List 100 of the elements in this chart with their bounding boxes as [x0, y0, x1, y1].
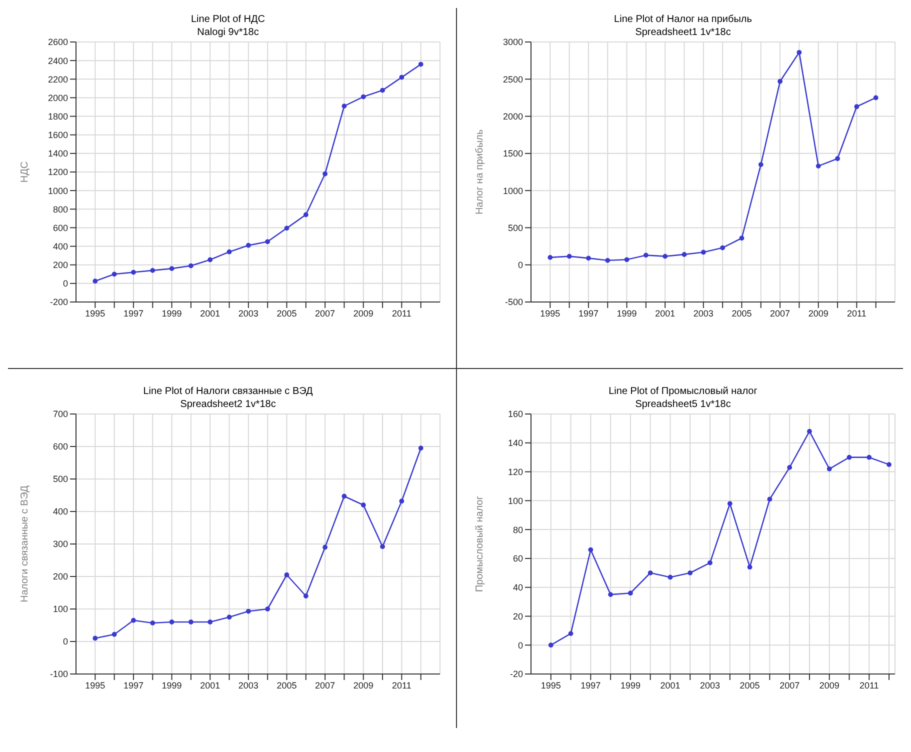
- point: [188, 620, 194, 624]
- y-tick-label: 400: [52, 241, 68, 252]
- y-tick-label: 20: [512, 611, 523, 622]
- y-tick-label: 100: [508, 496, 523, 506]
- x-tick-label: 2009: [819, 680, 840, 690]
- point: [399, 498, 404, 504]
- point: [739, 236, 744, 241]
- point: [112, 272, 117, 277]
- y-tick-label: 40: [512, 582, 523, 593]
- point: [778, 78, 783, 84]
- y-tick-label: 1800: [48, 111, 68, 122]
- y-tick-label: 1500: [502, 148, 523, 159]
- x-tick-label: 1997: [123, 680, 144, 690]
- y-tick-label: -20: [510, 669, 523, 680]
- point: [767, 496, 772, 502]
- x-tick-label: 2003: [700, 680, 720, 690]
- point: [418, 62, 424, 67]
- point: [265, 239, 270, 244]
- point: [648, 570, 653, 576]
- x-tick-label: 2011: [392, 308, 412, 318]
- x-tick-label: 2005: [276, 680, 297, 690]
- point: [688, 570, 693, 576]
- chart-subtitle: Spreadsheet1 1v*18c: [634, 27, 732, 38]
- point: [131, 618, 136, 623]
- y-tick-label: 100: [52, 604, 68, 614]
- point: [668, 574, 673, 580]
- point: [360, 94, 366, 100]
- point: [169, 266, 174, 272]
- point: [342, 494, 347, 499]
- point: [150, 268, 156, 273]
- y-tick-label: 120: [508, 466, 523, 477]
- y-tick-label: 1400: [48, 148, 68, 159]
- point: [303, 594, 308, 598]
- chart-subtitle: Spreadsheet2 1v*18c: [179, 399, 277, 410]
- point: [846, 454, 852, 460]
- point: [643, 252, 648, 258]
- x-tick-label: 1995: [540, 308, 560, 318]
- y-tick-label: -100: [50, 669, 68, 680]
- point: [720, 245, 726, 250]
- point: [605, 258, 610, 263]
- x-tick-label: 2001: [655, 308, 676, 318]
- point: [322, 171, 328, 176]
- y-axis-title: НДС: [20, 161, 31, 183]
- point: [131, 270, 136, 275]
- point: [246, 242, 251, 248]
- x-tick-label: 2001: [660, 680, 680, 690]
- y-tick-label: -200: [50, 297, 68, 308]
- point: [208, 620, 213, 624]
- y-axis-title: Промысловый налог: [474, 496, 486, 592]
- point: [226, 249, 232, 254]
- y-tick-label: 0: [518, 640, 523, 650]
- x-tick-label: 2001: [200, 680, 220, 690]
- y-tick-label: 800: [52, 204, 68, 214]
- y-tick-label: 200: [52, 572, 68, 582]
- point: [662, 254, 668, 259]
- point: [342, 104, 347, 109]
- x-tick-label: 2009: [808, 308, 828, 318]
- point: [169, 620, 174, 624]
- y-tick-label: 500: [508, 222, 523, 233]
- point: [92, 636, 98, 641]
- y-tick-label: 80: [512, 524, 523, 535]
- point: [727, 501, 732, 506]
- y-tick-label: 1600: [48, 130, 68, 140]
- point: [246, 608, 251, 614]
- x-tick-label: 1995: [540, 680, 561, 690]
- point: [796, 50, 802, 55]
- y-tick-label: 2400: [48, 56, 68, 66]
- y-tick-label: 2600: [48, 37, 68, 48]
- y-tick-label: 300: [52, 539, 68, 550]
- x-tick-label: 2009: [353, 680, 374, 690]
- x-tick-label: 1999: [162, 308, 182, 318]
- y-tick-label: 0: [62, 636, 68, 647]
- point: [112, 632, 117, 637]
- chart-title: Line Plot of НДС: [190, 14, 266, 25]
- y-tick-label: 2000: [502, 111, 523, 122]
- point: [188, 263, 194, 268]
- y-tick-label: 600: [52, 222, 68, 233]
- point: [548, 254, 553, 260]
- x-tick-label: 2005: [276, 308, 297, 318]
- point: [835, 156, 840, 162]
- x-tick-label: 2007: [315, 308, 336, 318]
- point: [588, 547, 594, 552]
- x-tick-label: 2011: [392, 680, 412, 690]
- point: [854, 104, 860, 110]
- y-tick-label: 160: [508, 409, 523, 420]
- x-tick-label: 2005: [732, 308, 752, 318]
- point: [226, 614, 232, 620]
- y-tick-label: 200: [52, 260, 68, 270]
- y-tick-label: 60: [512, 554, 523, 564]
- y-tick-label: 1000: [502, 186, 523, 196]
- point: [747, 564, 752, 570]
- point: [380, 544, 385, 550]
- chart-title: Line Plot of Налоги связанные с ВЭД: [142, 386, 314, 397]
- y-tick-label: 140: [508, 438, 523, 448]
- x-tick-label: 2003: [693, 308, 714, 318]
- y-tick-label: 0: [62, 278, 68, 289]
- y-tick-label: 2000: [48, 92, 68, 103]
- y-tick-label: 3000: [502, 37, 523, 48]
- point: [826, 466, 832, 472]
- y-tick-label: 2500: [502, 74, 523, 84]
